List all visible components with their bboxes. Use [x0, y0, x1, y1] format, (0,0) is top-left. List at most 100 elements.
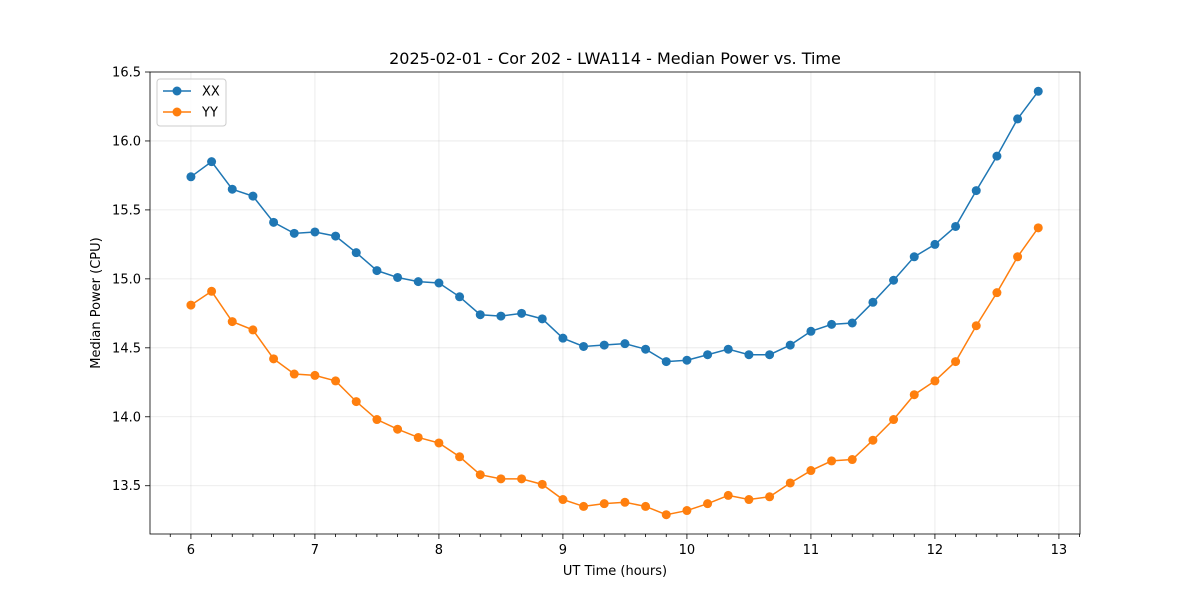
y-tick-label: 16.0	[112, 134, 141, 149]
data-point-xx	[765, 350, 775, 360]
data-point-yy	[455, 452, 465, 462]
data-point-xx	[785, 340, 795, 350]
data-point-yy	[558, 495, 568, 505]
data-point-xx	[909, 252, 919, 262]
x-axis-label: UT Time (hours)	[563, 564, 667, 579]
data-point-yy	[537, 479, 547, 489]
data-point-yy	[641, 501, 651, 511]
data-point-yy	[310, 370, 320, 380]
data-point-xx	[868, 297, 878, 307]
series-layer	[186, 86, 1043, 520]
data-point-yy	[847, 455, 857, 465]
x-tick-label: 13	[1051, 543, 1068, 558]
data-point-yy	[620, 497, 630, 507]
data-point-xx	[207, 157, 217, 167]
data-point-yy	[827, 456, 837, 466]
data-point-yy	[992, 288, 1002, 298]
legend-marker-yy	[172, 107, 182, 117]
data-point-xx	[269, 217, 279, 227]
x-tick-label: 8	[435, 543, 443, 558]
data-point-xx	[744, 350, 754, 360]
data-point-xx	[599, 340, 609, 350]
tick-layer: 6 7 8 9 10 11 12 13 13.5 14.0 14.5 15.0 15.5 16.0 16.5	[112, 66, 1080, 558]
data-point-xx	[517, 308, 527, 318]
y-tick-label: 15.0	[112, 272, 141, 287]
data-point-yy	[744, 495, 754, 505]
data-point-yy	[806, 466, 816, 476]
chart-title: 2025-02-01 - Cor 202 - LWA114 - Median P…	[389, 49, 841, 68]
data-point-xx	[620, 339, 630, 349]
data-point-yy	[765, 492, 775, 502]
data-point-xx	[434, 278, 444, 288]
data-point-xx	[971, 186, 981, 196]
y-tick-label: 14.0	[112, 410, 141, 425]
data-point-xx	[331, 231, 341, 241]
data-point-yy	[703, 499, 713, 509]
data-point-xx	[537, 314, 547, 324]
series-line-xx	[190, 90, 1039, 363]
data-point-yy	[331, 376, 341, 386]
data-point-xx	[351, 248, 361, 258]
data-point-yy	[475, 470, 485, 480]
y-tick-label: 15.5	[112, 203, 141, 218]
data-point-yy	[517, 474, 527, 484]
data-point-yy	[723, 490, 733, 500]
legend: XX YY	[156, 78, 227, 127]
y-axis-label: Median Power (CPU)	[89, 237, 104, 368]
data-point-xx	[930, 239, 940, 249]
data-point-yy	[889, 415, 899, 425]
data-point-yy	[351, 397, 361, 407]
data-point-xx	[641, 344, 651, 354]
y-tick-label: 14.5	[112, 341, 141, 356]
data-point-yy	[971, 321, 981, 331]
data-point-yy	[951, 357, 961, 367]
data-point-xx	[703, 350, 713, 360]
data-point-xx	[951, 221, 961, 231]
data-point-yy	[207, 286, 217, 296]
data-point-yy	[413, 432, 423, 442]
data-point-yy	[393, 424, 403, 434]
data-point-xx	[475, 310, 485, 320]
data-point-xx	[289, 228, 299, 238]
data-point-yy	[496, 474, 506, 484]
data-point-xx	[310, 227, 320, 237]
data-point-xx	[847, 318, 857, 328]
data-point-yy	[227, 317, 237, 327]
x-tick-label: 11	[803, 543, 820, 558]
data-point-yy	[682, 506, 692, 516]
y-tick-label: 13.5	[112, 479, 141, 494]
data-point-xx	[186, 172, 196, 182]
data-point-xx	[806, 326, 816, 336]
data-point-yy	[372, 415, 382, 425]
legend-label-yy: YY	[201, 106, 218, 121]
data-point-xx	[248, 191, 258, 201]
data-point-xx	[723, 344, 733, 354]
data-point-yy	[599, 499, 609, 509]
data-point-yy	[930, 376, 940, 386]
data-point-xx	[579, 341, 589, 351]
data-point-xx	[827, 319, 837, 329]
data-point-yy	[785, 478, 795, 488]
x-tick-label: 7	[311, 543, 319, 558]
data-point-yy	[909, 390, 919, 400]
data-point-yy	[661, 510, 671, 520]
data-point-xx	[682, 355, 692, 365]
data-point-xx	[496, 311, 506, 321]
data-point-xx	[889, 275, 899, 285]
legend-label-xx: XX	[202, 85, 220, 100]
data-point-xx	[413, 277, 423, 287]
data-point-xx	[558, 333, 568, 343]
data-point-xx	[455, 292, 465, 302]
data-point-xx	[372, 266, 382, 276]
data-point-yy	[579, 501, 589, 511]
data-point-yy	[269, 354, 279, 364]
data-point-yy	[248, 325, 258, 335]
x-tick-label: 12	[927, 543, 944, 558]
data-point-yy	[1013, 252, 1023, 262]
data-point-xx	[393, 272, 403, 282]
data-point-xx	[992, 151, 1002, 161]
data-point-yy	[434, 438, 444, 448]
x-tick-label: 6	[187, 543, 195, 558]
data-point-yy	[289, 369, 299, 379]
